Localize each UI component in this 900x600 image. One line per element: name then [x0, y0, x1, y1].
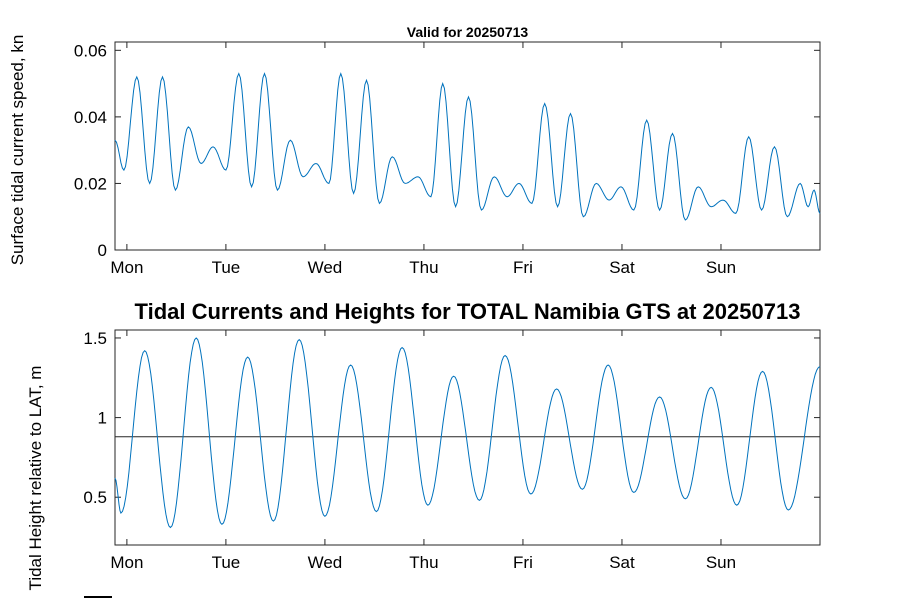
x-tick-label: Mon: [110, 258, 143, 277]
x-tick-label: Thu: [409, 258, 438, 277]
y-tick-label: 1: [98, 409, 107, 428]
plot-box: [114, 41, 821, 251]
x-tick-label: Sat: [609, 258, 635, 277]
x-tick-label: Wed: [308, 553, 343, 572]
x-tick-label: Sun: [706, 258, 736, 277]
y-tick-label: 1.5: [83, 329, 107, 348]
top-chart-title: Valid for 20250713: [406, 24, 529, 40]
x-axis-ticks: Mon Tue Wed Thu Fri Sat Sun: [110, 42, 736, 277]
tidal-height-plot: Mon Tue Wed Thu Fri Sat Sun 0.5 1 1.5: [83, 329, 821, 572]
y-axis-ticks: 0.5 1 1.5: [83, 329, 820, 507]
x-tick-label: Mon: [110, 553, 143, 572]
current-speed-kn-curve: [114, 72, 821, 221]
tidal-height-m-curve: [114, 337, 821, 529]
y-tick-label: 0.06: [74, 41, 107, 60]
x-tick-label: Thu: [409, 553, 438, 572]
bottom-chart-title: Tidal Currents and Heights for TOTAL Nam…: [134, 299, 801, 324]
y-tick-label: 0.02: [74, 174, 107, 193]
x-tick-label: Sun: [706, 553, 736, 572]
y-tick-label: 0.5: [83, 488, 107, 507]
x-tick-label: Sat: [609, 553, 635, 572]
x-tick-label: Fri: [513, 258, 533, 277]
x-tick-label: Wed: [308, 258, 343, 277]
x-axis-ticks: Mon Tue Wed Thu Fri Sat Sun: [110, 330, 736, 572]
y-axis-ticks: 0 0.02 0.04 0.06: [74, 41, 820, 260]
cropped-axis-fragment: [84, 596, 112, 598]
y-tick-label: 0.04: [74, 108, 107, 127]
current-speed-plot: Mon Tue Wed Thu Fri Sat Sun 0 0.02 0.04 0.06: [74, 41, 821, 277]
x-tick-label: Tue: [212, 258, 241, 277]
y-tick-label: 0: [98, 241, 107, 260]
x-tick-label: Fri: [513, 553, 533, 572]
x-tick-label: Tue: [212, 553, 241, 572]
plot-box: [114, 329, 821, 546]
